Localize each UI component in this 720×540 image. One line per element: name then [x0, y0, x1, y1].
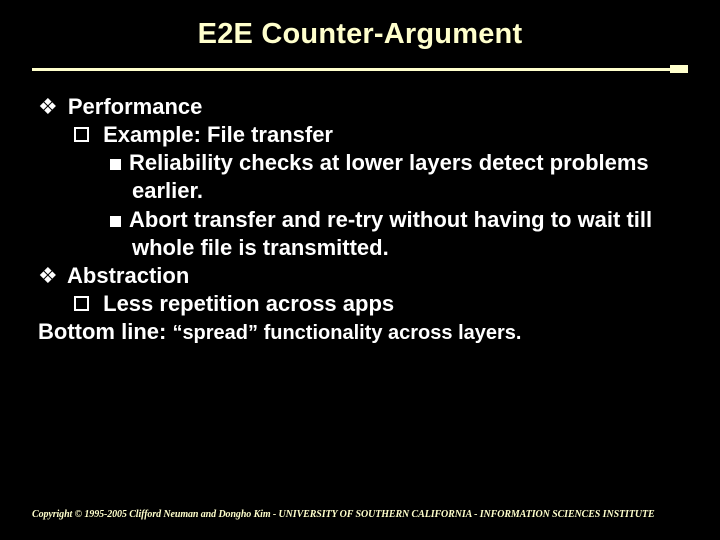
- square-bullet-icon: [110, 150, 129, 175]
- divider-line: [32, 68, 688, 71]
- divider-endcap: [670, 65, 688, 73]
- bullet-text: Example: File transfer: [103, 122, 333, 147]
- bullet-abort: Abort transfer and re-try without having…: [38, 206, 688, 262]
- bullet-example: Example: File transfer: [74, 121, 688, 149]
- slide-title: E2E Counter-Argument: [32, 18, 688, 51]
- bottom-line-text: “spread” functionality across layers.: [172, 322, 521, 344]
- bullet-text: Less repetition across apps: [103, 291, 394, 316]
- bullet-performance: Performance: [38, 93, 688, 121]
- bottom-line-label: Bottom line:: [38, 319, 172, 344]
- bullet-abstraction: Abstraction: [38, 262, 688, 290]
- bullet-less-rep: Less repetition across apps: [74, 290, 688, 318]
- slide: E2E Counter-Argument Performance Example…: [0, 0, 720, 540]
- square-bullet-icon: [110, 207, 129, 232]
- bullet-reliability: Reliability checks at lower layers detec…: [38, 149, 688, 205]
- bullet-text: Abstraction: [67, 263, 189, 288]
- bullet-text: Performance: [68, 94, 203, 119]
- bottom-line: Bottom line: “spread” functionality acro…: [38, 318, 688, 347]
- bullet-text: Abort transfer and re-try without having…: [129, 207, 652, 260]
- footer-copyright: Copyright © 1995-2005 Clifford Neuman an…: [32, 509, 655, 520]
- divider: [32, 65, 688, 73]
- bullet-text: Reliability checks at lower layers detec…: [129, 150, 649, 203]
- slide-body: Performance Example: File transfer Relia…: [32, 93, 688, 347]
